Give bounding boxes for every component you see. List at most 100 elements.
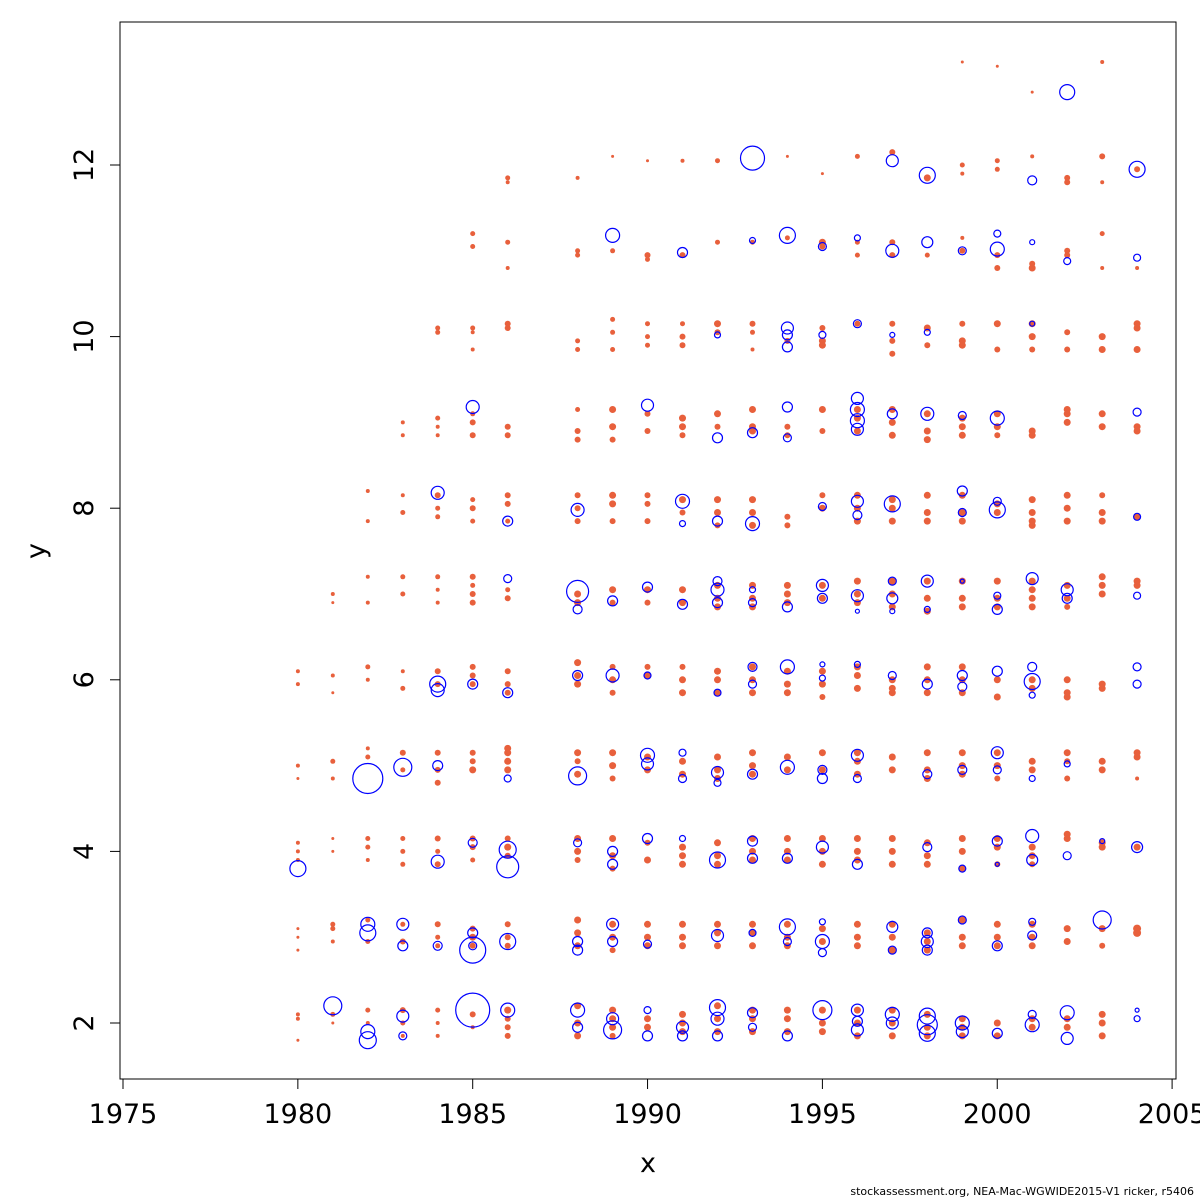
bubble-point-filled xyxy=(330,776,335,781)
bubble-point-filled xyxy=(504,749,512,757)
bubble-point-filled xyxy=(994,265,1001,271)
bubble-point-open xyxy=(920,406,935,421)
bubble-point-filled xyxy=(1135,776,1140,781)
bubble-point-open xyxy=(432,940,443,951)
bubble-point-filled xyxy=(749,1015,756,1023)
plot-frame xyxy=(119,21,1177,1080)
bubble-point-filled xyxy=(818,1006,826,1014)
bubble-point-filled xyxy=(749,856,756,864)
bubble-point-open xyxy=(958,864,967,873)
bubble-point-filled xyxy=(783,920,791,928)
bubble-point-filled xyxy=(1028,586,1036,594)
bubble-point-open xyxy=(886,592,899,605)
bubble-point-filled xyxy=(469,573,476,580)
bubble-point-open xyxy=(676,1030,689,1042)
bubble-point-open xyxy=(852,319,863,329)
bubble-point-filled xyxy=(959,320,966,327)
bubble-point-filled xyxy=(1098,410,1106,418)
bubble-point-open xyxy=(710,582,725,597)
bubble-point-filled xyxy=(853,406,861,413)
bubble-point-open xyxy=(853,660,862,669)
bubble-point-filled xyxy=(574,847,582,855)
bubble-point-filled xyxy=(679,496,686,504)
bubble-point-filled xyxy=(888,418,896,426)
bubble-point-filled xyxy=(469,591,476,597)
bubble-point-filled xyxy=(889,320,896,327)
bubble-point-open xyxy=(393,757,413,777)
bubble-point-filled xyxy=(645,342,650,348)
bubble-point-filled xyxy=(644,1023,651,1031)
bubble-point-open xyxy=(849,413,866,429)
bubble-point-filled xyxy=(958,835,966,842)
bubble-point-filled xyxy=(1063,517,1071,525)
bubble-point-open xyxy=(782,433,793,443)
bubble-point-open xyxy=(885,243,900,258)
bubble-point-filled xyxy=(1028,852,1036,860)
bubble-point-filled xyxy=(958,341,966,349)
bubble-point-filled xyxy=(574,929,582,937)
bubble-point-filled xyxy=(504,934,511,941)
bubble-point-open xyxy=(992,765,1002,775)
bubble-point-filled xyxy=(993,843,1001,851)
bubble-point-open xyxy=(850,494,865,508)
bubble-point-filled xyxy=(504,1024,511,1031)
bubble-point-filled xyxy=(888,577,896,585)
bubble-point-filled xyxy=(1098,590,1106,598)
bubble-point-open xyxy=(853,234,862,242)
bubble-point-open xyxy=(812,999,833,1021)
bubble-point-open xyxy=(991,940,1003,952)
bubble-point-filled xyxy=(958,517,966,525)
bubble-point-filled xyxy=(923,676,931,684)
bubble-point-filled xyxy=(888,753,896,761)
bubble-point-filled xyxy=(504,320,511,327)
bubble-point-filled xyxy=(715,239,720,245)
bubble-point-filled xyxy=(365,746,370,751)
bubble-point-filled xyxy=(749,427,756,435)
bubble-point-open xyxy=(886,920,899,934)
bubble-point-filled xyxy=(574,428,581,434)
bubble-point-open xyxy=(923,328,931,336)
bubble-point-open xyxy=(571,1021,584,1033)
bubble-point-filled xyxy=(749,496,756,504)
bubble-point-open xyxy=(468,941,478,951)
bubble-point-filled xyxy=(714,1028,721,1036)
bubble-point-filled xyxy=(958,942,966,950)
bubble-point-filled xyxy=(923,663,931,671)
bubble-point-filled xyxy=(888,946,896,954)
bubble-point-open xyxy=(778,918,797,936)
bubble-point-filled xyxy=(365,1007,371,1013)
bubble-point-filled xyxy=(1098,757,1106,765)
bubble-point-filled xyxy=(1098,423,1106,431)
bubble-point-filled xyxy=(574,590,582,598)
bubble-point-filled xyxy=(993,594,1001,602)
bubble-point-filled xyxy=(575,252,581,258)
bubble-point-filled xyxy=(365,858,370,862)
bubble-point-open xyxy=(606,935,619,948)
bubble-point-open xyxy=(780,321,795,335)
bubble-point-filled xyxy=(400,574,406,580)
bubble-point-filled xyxy=(331,837,335,840)
bubble-point-filled xyxy=(818,749,826,757)
bubble-point-filled xyxy=(295,682,300,687)
bubble-point-filled xyxy=(435,587,440,592)
bubble-point-filled xyxy=(960,235,965,240)
bubble-point-filled xyxy=(1028,264,1036,272)
bubble-point-filled xyxy=(889,350,896,357)
bubble-point-filled xyxy=(1063,410,1071,418)
bubble-point-filled xyxy=(923,929,931,937)
bubble-point-filled xyxy=(435,424,440,429)
bubble-point-filled xyxy=(435,934,441,940)
bubble-point-filled xyxy=(296,777,300,780)
bubble-point-filled xyxy=(1063,581,1071,589)
bubble-point-filled xyxy=(610,316,616,322)
bubble-point-open xyxy=(432,759,444,772)
bubble-point-filled xyxy=(888,431,896,439)
bubble-point-filled xyxy=(679,432,686,439)
bubble-point-filled xyxy=(888,689,896,697)
bubble-point-open xyxy=(352,762,384,795)
bubble-point-open xyxy=(989,410,1005,426)
bubble-point-filled xyxy=(888,517,896,525)
bubble-point-open xyxy=(358,1031,377,1050)
bubble-point-open xyxy=(1060,583,1074,597)
bubble-point-filled xyxy=(819,325,826,331)
